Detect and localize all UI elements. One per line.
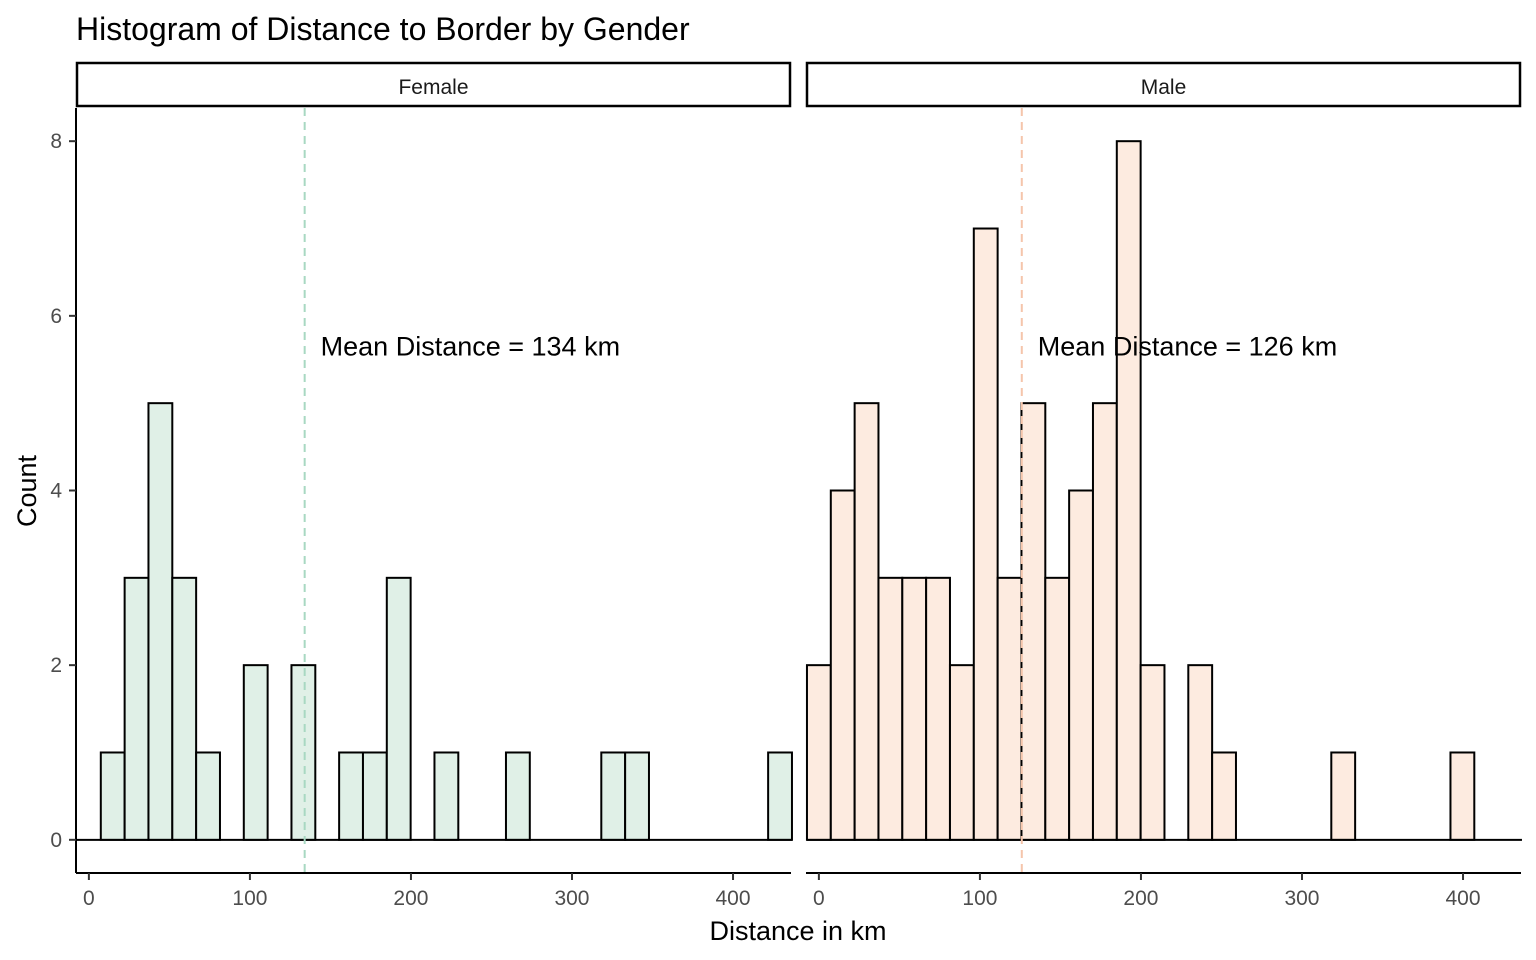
- y-tick-label: 4: [50, 480, 62, 503]
- histogram-bar: [877, 576, 904, 841]
- y-tick-label: 6: [50, 305, 62, 328]
- x-tick-label: 0: [83, 887, 95, 910]
- x-tick-label: 200: [1123, 887, 1158, 910]
- histogram-bar: [972, 227, 999, 841]
- histogram-bar: [290, 664, 317, 841]
- histogram-bar: [361, 751, 388, 841]
- mean-annotation: Mean Distance = 126 km: [1038, 331, 1337, 361]
- histogram-bar: [1139, 664, 1166, 841]
- facet-strip: [805, 61, 1522, 108]
- histogram-bar: [147, 402, 174, 841]
- x-tick-label: 0: [813, 887, 825, 910]
- x-tick-label: 300: [554, 887, 589, 910]
- histogram-bar: [1187, 664, 1214, 841]
- histogram-bar: [1020, 402, 1047, 841]
- x-tick-label: 200: [393, 887, 428, 910]
- y-tick-label: 0: [50, 829, 62, 852]
- histogram-bar: [805, 664, 832, 841]
- histogram-bar: [853, 402, 880, 841]
- y-axis-title: Count: [12, 454, 42, 527]
- histogram-bar: [195, 751, 221, 841]
- histogram-bar: [1068, 489, 1094, 841]
- histogram-bar: [901, 576, 928, 841]
- x-tick-label: 400: [716, 887, 751, 910]
- y-tick-label: 8: [50, 130, 62, 153]
- x-tick-label: 100: [962, 887, 997, 910]
- x-axis-title: Distance in km: [709, 916, 886, 946]
- x-tick-label: 100: [232, 887, 267, 910]
- histogram-bar: [1115, 140, 1142, 841]
- panel-female: Female Mean Distance = 134 km 0 100 200 300 40…: [75, 61, 793, 910]
- histogram-bar: [624, 751, 650, 841]
- histogram-bar: [1330, 751, 1357, 841]
- histogram-bar: [996, 576, 1023, 841]
- panel-male: Male Mean Distance = 126 km 0 100 200 300 400: [805, 61, 1522, 910]
- facet-strip: [75, 61, 792, 108]
- histogram-bar: [385, 576, 412, 841]
- histogram-bar: [1449, 751, 1476, 841]
- y-tick-label: 2: [50, 654, 62, 677]
- histogram-bar: [948, 664, 975, 841]
- histogram-bar: [242, 664, 269, 841]
- x-tick-label: 300: [1284, 887, 1319, 910]
- histogram-bar: [829, 489, 856, 841]
- histogram-bar: [925, 576, 951, 841]
- mean-annotation: Mean Distance = 134 km: [321, 331, 620, 361]
- histogram-bar: [99, 751, 126, 841]
- x-tick-label: 400: [1446, 887, 1481, 910]
- facet-strip-label: Male: [1141, 76, 1187, 99]
- histogram-bar: [171, 576, 198, 841]
- histogram-bar: [1211, 751, 1237, 841]
- chart-title: Histogram of Distance to Border by Gende…: [76, 11, 690, 47]
- histogram-bar: [1091, 402, 1118, 841]
- histogram-bar: [338, 751, 364, 841]
- facet-strip-label: Female: [398, 76, 468, 99]
- histogram-bar: [433, 751, 460, 841]
- histogram-bar: [600, 751, 627, 841]
- histogram-bar: [504, 751, 531, 841]
- histogram-bar: [1044, 576, 1071, 841]
- histogram-bar: [123, 576, 150, 841]
- histogram-bar: [767, 751, 793, 841]
